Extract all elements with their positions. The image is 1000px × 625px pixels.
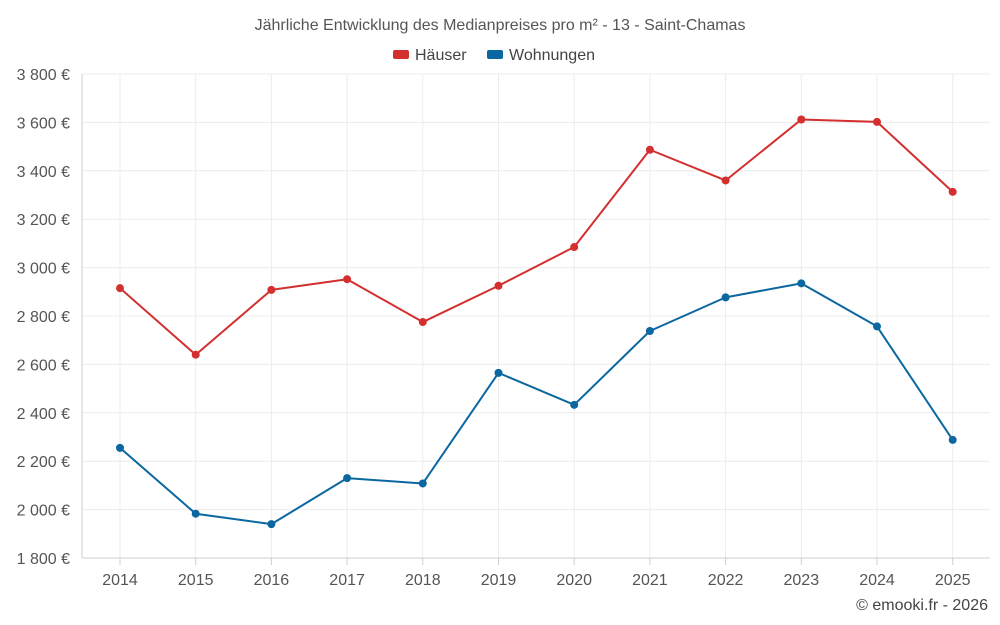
data-point-haeuser[interactable]	[191, 350, 200, 359]
x-tick-label: 2019	[481, 572, 517, 589]
x-tick-label: 2018	[405, 572, 441, 589]
legend-item-wohnungen[interactable]: Wohnungen	[487, 47, 595, 64]
data-point-wohnungen[interactable]	[570, 400, 579, 409]
x-tick-label: 2022	[708, 572, 744, 589]
x-tick-label: 2023	[784, 572, 820, 589]
y-tick-label: 3 000 €	[17, 261, 70, 278]
data-point-wohnungen[interactable]	[721, 293, 730, 302]
x-tick-label: 2014	[102, 572, 138, 589]
x-tick-label: 2016	[254, 572, 290, 589]
data-point-haeuser[interactable]	[343, 275, 352, 284]
legend-label-wohnungen: Wohnungen	[509, 47, 595, 64]
data-point-haeuser[interactable]	[570, 243, 579, 252]
data-point-wohnungen[interactable]	[267, 520, 276, 529]
axes: 1 800 € 2 000 € 2 200 € 2 400 € 2 600 € 2 800…	[17, 67, 990, 589]
y-tick-label: 3 600 €	[17, 115, 70, 132]
credit-text: © emooki.fr - 2026	[856, 597, 988, 614]
series-line-haeuser[interactable]	[119, 118, 954, 356]
y-tick-label: 2 800 €	[17, 309, 70, 326]
data-point-haeuser[interactable]	[267, 285, 276, 294]
data-point-wohnungen[interactable]	[948, 435, 957, 444]
series-line-wohnungen[interactable]	[119, 282, 954, 526]
series-points	[116, 115, 957, 529]
x-tick-label: 2021	[632, 572, 668, 589]
y-tick-label: 2 400 €	[17, 406, 70, 423]
data-point-wohnungen[interactable]	[343, 474, 352, 483]
data-point-haeuser[interactable]	[948, 187, 957, 196]
x-tick-label: 2020	[556, 572, 592, 589]
data-point-haeuser[interactable]	[494, 281, 503, 290]
legend: Häuser Wohnungen	[393, 47, 595, 64]
data-point-haeuser[interactable]	[797, 115, 806, 124]
y-tick-label: 3 800 €	[17, 67, 70, 84]
x-tick-label: 2015	[178, 572, 214, 589]
y-tick-label: 3 200 €	[17, 212, 70, 229]
data-point-haeuser[interactable]	[645, 145, 654, 154]
data-point-wohnungen[interactable]	[494, 368, 503, 377]
y-tick-label: 3 400 €	[17, 164, 70, 181]
data-point-haeuser[interactable]	[873, 117, 881, 126]
data-point-wohnungen[interactable]	[873, 322, 881, 331]
data-point-wohnungen[interactable]	[191, 509, 200, 518]
chart-title: Jährliche Entwicklung des Medianpreises …	[255, 17, 746, 34]
data-point-wohnungen[interactable]	[797, 279, 806, 288]
data-point-haeuser[interactable]	[116, 284, 124, 293]
data-point-haeuser[interactable]	[418, 318, 427, 327]
grid	[82, 73, 990, 558]
series-lines	[119, 118, 954, 526]
legend-swatch-wohnungen	[487, 50, 503, 59]
data-point-haeuser[interactable]	[721, 176, 730, 185]
data-point-wohnungen[interactable]	[116, 443, 124, 452]
x-tick-label: 2017	[329, 572, 365, 589]
y-tick-label: 2 000 €	[17, 503, 70, 520]
data-point-wohnungen[interactable]	[418, 479, 427, 488]
y-tick-label: 2 600 €	[17, 357, 70, 374]
data-point-wohnungen[interactable]	[645, 327, 654, 336]
y-tick-label: 2 200 €	[17, 454, 70, 471]
y-tick-label: 1 800 €	[17, 551, 70, 568]
legend-label-haeuser: Häuser	[415, 47, 467, 64]
legend-swatch-haeuser	[393, 50, 409, 59]
x-tick-label: 2025	[935, 572, 971, 589]
legend-item-haeuser[interactable]: Häuser	[393, 47, 467, 64]
x-tick-label: 2024	[859, 572, 895, 589]
